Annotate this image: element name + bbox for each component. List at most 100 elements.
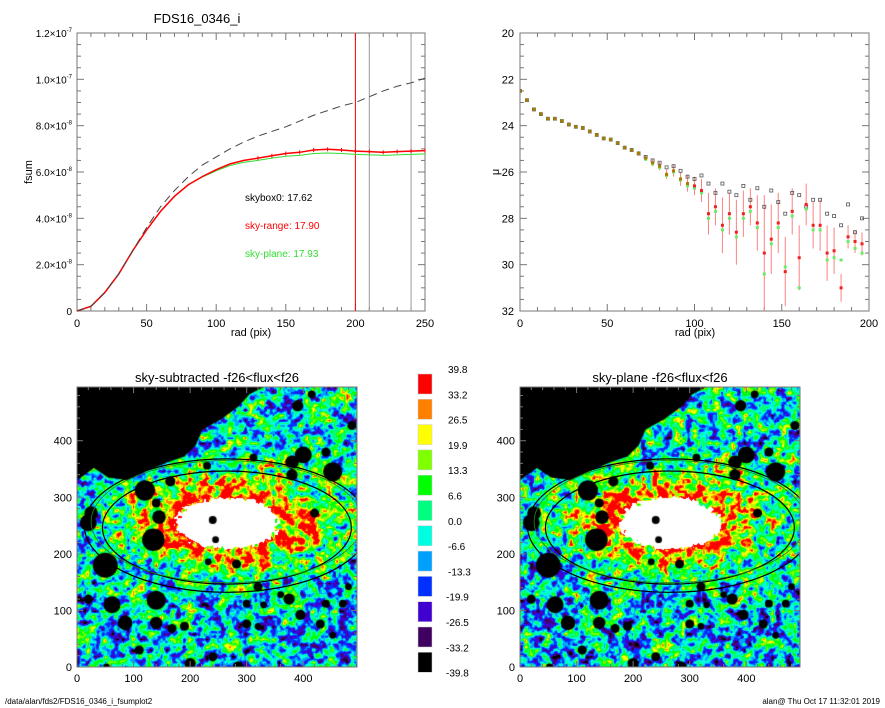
fsum-plot [76,32,426,312]
mu-points [520,89,864,311]
colorbar-label: 33.2 [448,390,468,401]
point-sky-range [832,249,836,253]
point-sky-plane [686,184,690,188]
point-skybox0 [783,211,788,216]
point-sky-plane [741,216,745,220]
colorbar-swatch [417,474,433,496]
point-sky-range [811,223,815,227]
point-skybox0 [741,183,746,188]
point-sky-range [637,151,641,155]
aperture-ellipses [83,458,357,593]
image-title: sky-subtracted -f26<flux<f26 [135,370,299,385]
point-sky-range [839,286,843,290]
point-sky-range [623,146,627,150]
point-sky-range [769,237,773,241]
axes-frame [76,32,426,312]
point-sky-range [595,133,599,137]
point-sky-range [748,205,752,209]
point-skybox0 [797,193,802,198]
image-frame [76,386,358,668]
colorbar-label: 13.3 [448,466,468,477]
point-sky-range [741,212,745,216]
point-sky-plane [693,186,696,190]
sky-plane-ellipse [533,460,800,584]
y-tick-label: 28 [502,213,514,225]
point-sky-plane [790,214,794,218]
point-sky-range [679,177,683,181]
point-sky-range [553,117,557,121]
point-skybox0 [790,190,795,195]
point-sky-range [630,148,634,152]
y-tick-label: 22 [502,74,514,86]
point-sky-range [720,223,724,227]
x-axis-label: rad (pix) [231,327,271,339]
image-frame [519,386,801,668]
point-sky-range [567,123,571,127]
image-axes-1 [76,386,358,668]
point-skybox0 [664,165,669,170]
point-sky-range [609,138,613,142]
colorbar-swatch [417,652,433,673]
point-skybox0 [769,188,774,193]
point-sky-plane [699,191,703,195]
x-tick-label: 100 [685,318,703,330]
inner-aperture-ellipse [544,470,795,585]
y-tick-label: 1.2×10-7 [36,28,73,40]
point-sky-range [699,189,703,193]
x-tick-label: 300 [681,673,699,685]
point-sky-range [776,221,780,225]
point-skybox0 [727,189,732,194]
point-sky-range [797,256,801,260]
point-skybox0 [692,177,697,181]
chart-title: FDS16_0346_i [154,11,241,26]
point-skybox0 [706,181,711,186]
point-skybox0 [713,190,718,195]
point-sky-plane [720,228,724,232]
y-axis-label: fsum [23,160,35,184]
point-sky-plane [727,216,731,220]
point-sky-range [713,205,717,209]
point-sky-range [706,212,710,216]
x-tick-label: 0 [74,673,80,685]
point-sky-plane [734,235,738,239]
point-skybox0 [748,197,753,202]
point-sky-range [860,242,864,246]
series-sky-range [76,148,426,312]
footer-user-timestamp: alan@ Thu Oct 17 11:32:01 2019 [762,697,880,706]
point-sky-range [846,235,850,239]
point-sky-plane [818,228,822,232]
colorbar-label: 0.0 [448,517,462,528]
point-sky-range [665,172,669,176]
point-sky-range [644,156,648,160]
point-sky-range [602,136,606,140]
point-skybox0 [853,230,857,235]
point-skybox0 [776,200,781,205]
aperture-ellipses [526,458,800,593]
x-tick-label: 100 [567,673,585,685]
y-tick-label: 0 [509,662,515,674]
point-skybox0 [671,164,676,169]
colorbar-swatch [417,373,433,395]
point-sky-plane [804,207,808,211]
outer-aperture-ellipse [83,458,357,593]
y-tick-label: 30 [502,260,514,272]
point-sky-range [734,230,738,234]
image-title: sky-plane -f26<flux<f26 [592,370,727,385]
point-skybox0 [734,193,739,198]
point-sky-plane [755,226,759,230]
annotation-sky-range: sky-range: 17.90 [245,221,320,232]
colorbar-label: 19.9 [448,441,468,452]
series-sky-plane [76,152,426,312]
colorbar-swatch [417,626,433,648]
point-sky-range [520,89,522,93]
point-skybox0 [818,197,823,202]
point-sky-range [525,98,529,102]
annotation-skybox0: skybox0: 17.62 [245,193,313,204]
point-sky-plane [839,258,843,262]
y-tick-label: 400 [497,436,515,448]
image-axes-2 [519,386,801,668]
point-sky-plane [769,242,773,246]
x-tick-label: 250 [416,318,434,330]
outer-aperture-ellipse [526,458,800,593]
point-skybox0 [860,216,864,221]
